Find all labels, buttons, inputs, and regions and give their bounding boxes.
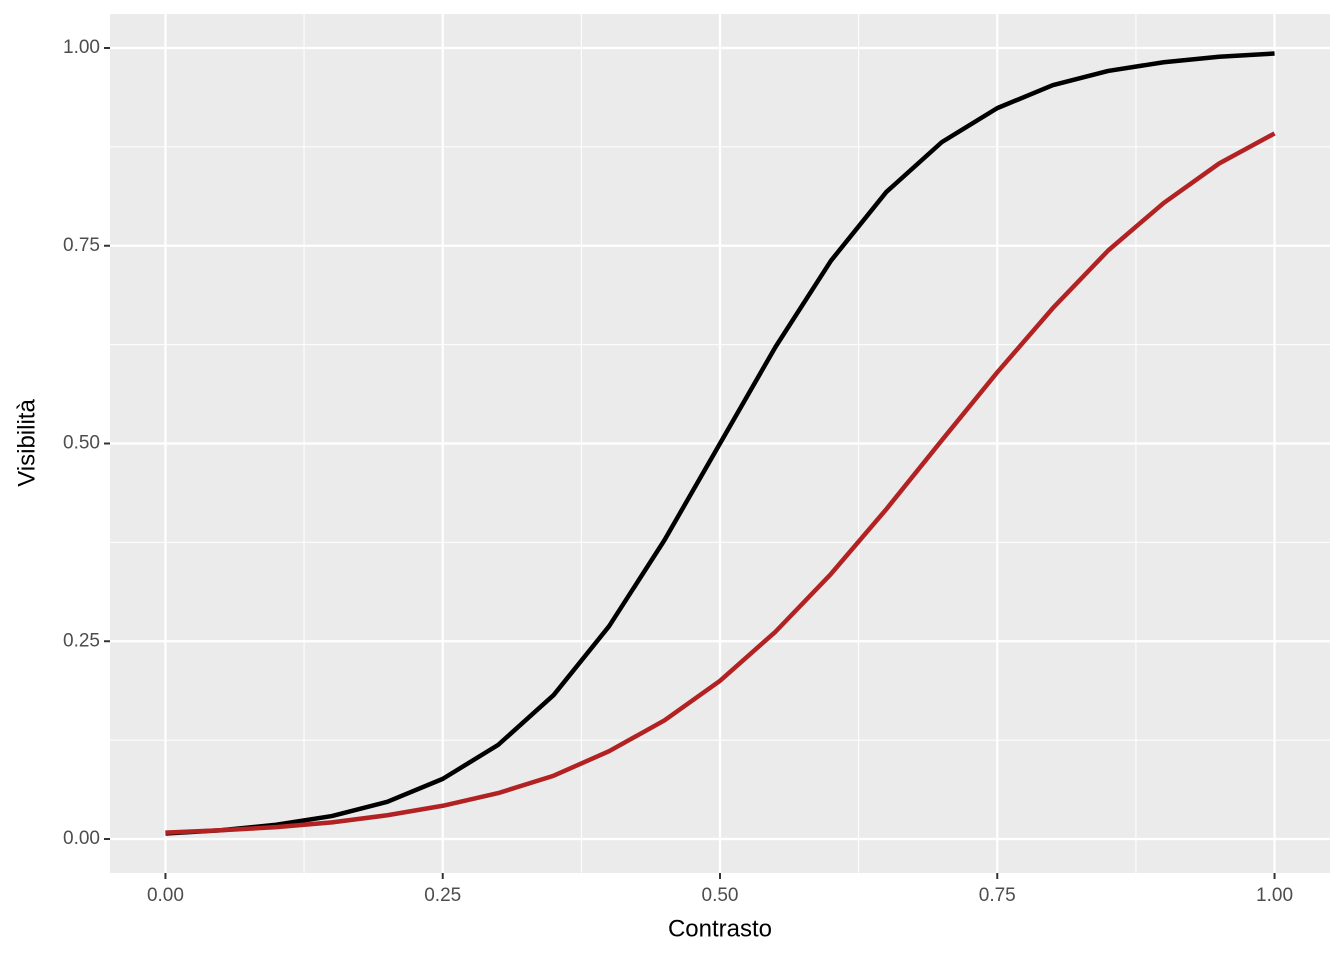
y-tick-label: 0.75	[63, 235, 100, 256]
line-series	[165, 131, 1276, 835]
x-axis-title: Contrasto	[668, 915, 772, 942]
lines	[165, 51, 1276, 836]
y-tick-label: 0.25	[63, 630, 100, 651]
x-tick-label: 1.00	[1256, 885, 1293, 906]
x-tick-label: 0.25	[424, 885, 461, 906]
y-tick-label: 0.00	[63, 828, 100, 849]
y-tick-label: 1.00	[63, 37, 100, 58]
x-tick-label: 0.00	[147, 885, 184, 906]
x-tick-label: 0.75	[979, 885, 1016, 906]
y-axis-title: Visibilità	[13, 399, 40, 487]
x-tick-label: 0.50	[702, 885, 739, 906]
line-series	[165, 51, 1275, 836]
y-tick-label: 0.50	[63, 433, 100, 454]
